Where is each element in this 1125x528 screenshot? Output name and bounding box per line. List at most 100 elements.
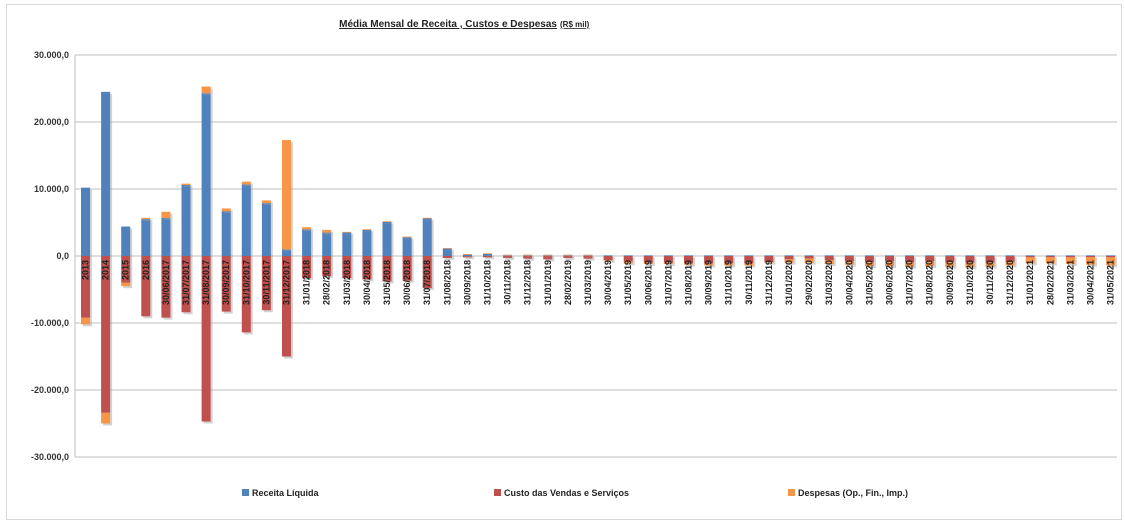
x-tick-label: 2013 bbox=[81, 260, 91, 280]
bar-shadow bbox=[585, 256, 595, 258]
bar bbox=[543, 255, 553, 256]
bar bbox=[121, 256, 131, 283]
bar bbox=[1025, 255, 1035, 256]
bar bbox=[362, 229, 372, 230]
x-tick-label: 28/02/2019 bbox=[563, 260, 573, 305]
bar bbox=[744, 255, 754, 256]
bar bbox=[462, 253, 472, 255]
bar bbox=[422, 218, 432, 256]
x-tick-label: 30/11/2019 bbox=[744, 260, 754, 305]
x-tick-label: 31/08/2020 bbox=[925, 260, 935, 305]
bar-shadow bbox=[525, 258, 535, 261]
bar-shadow bbox=[505, 258, 515, 261]
bar-shadow bbox=[324, 231, 334, 235]
x-tick-label: 30/09/2017 bbox=[221, 260, 231, 305]
y-tick-label: -10.000,0 bbox=[31, 318, 69, 328]
bar bbox=[402, 237, 412, 256]
bar bbox=[181, 256, 191, 313]
bar bbox=[1106, 257, 1116, 266]
bar bbox=[422, 217, 432, 219]
bar bbox=[523, 254, 533, 256]
y-tick-label: 30.000,0 bbox=[34, 50, 69, 60]
x-tick-label: 31/05/2020 bbox=[864, 260, 874, 305]
bar bbox=[302, 227, 312, 230]
bar bbox=[603, 256, 613, 261]
bar bbox=[1045, 257, 1055, 264]
bar bbox=[181, 183, 191, 185]
chart-svg: Média Mensal de Receita , Custos e Despe… bbox=[31, 19, 1118, 498]
x-tick-label: 2014 bbox=[101, 260, 111, 280]
bar bbox=[724, 255, 734, 256]
bar bbox=[1086, 255, 1095, 256]
legend-swatch bbox=[788, 489, 795, 496]
bar bbox=[1065, 257, 1075, 265]
x-tick-label: 31/03/2020 bbox=[824, 260, 834, 305]
bar bbox=[282, 249, 291, 256]
bar-shadow bbox=[404, 238, 414, 240]
bar bbox=[583, 254, 593, 256]
bar bbox=[362, 229, 372, 256]
bar bbox=[844, 255, 854, 256]
bar bbox=[583, 255, 593, 256]
bar bbox=[1045, 256, 1055, 258]
bar-shadow bbox=[143, 219, 153, 222]
x-tick-label: 31/08/2019 bbox=[684, 260, 694, 305]
bar-shadow bbox=[444, 258, 454, 261]
bar bbox=[764, 262, 774, 263]
bar bbox=[442, 248, 452, 256]
bar bbox=[864, 255, 874, 256]
bar bbox=[402, 256, 412, 281]
x-tick-label: 31/07/2020 bbox=[905, 260, 915, 305]
bar bbox=[684, 263, 693, 265]
bar bbox=[261, 200, 271, 204]
bar bbox=[925, 256, 935, 262]
bar bbox=[483, 256, 492, 258]
bar bbox=[844, 256, 854, 262]
bar bbox=[241, 256, 251, 333]
bar-shadow bbox=[726, 265, 736, 268]
bar-shadow bbox=[183, 185, 193, 187]
x-tick-label: 31/03/2019 bbox=[583, 260, 593, 305]
bar-shadow bbox=[786, 261, 796, 265]
y-tick-label: -30.000,0 bbox=[31, 452, 69, 462]
bar-shadow bbox=[384, 223, 394, 224]
bar bbox=[945, 255, 955, 256]
y-axis-ticks: 30.000,0 20.000,0 10.000,0 0,0 -10.000,0 -20.… bbox=[31, 50, 69, 462]
legend-label: Custo das Vendas e Serviços bbox=[504, 488, 629, 498]
bar bbox=[985, 255, 995, 256]
bar bbox=[302, 229, 312, 256]
bar bbox=[1005, 256, 1015, 263]
bar bbox=[885, 256, 894, 262]
bar-shadow bbox=[605, 262, 615, 263]
bar bbox=[342, 231, 352, 233]
x-tick-label: 31/12/2019 bbox=[764, 260, 774, 305]
bar bbox=[603, 255, 613, 256]
bar bbox=[1106, 256, 1116, 258]
bar bbox=[684, 256, 693, 264]
bar bbox=[844, 261, 854, 265]
x-tick-label: 30/09/2019 bbox=[704, 260, 714, 305]
bar bbox=[764, 255, 774, 256]
bar-shadow bbox=[565, 258, 575, 261]
bar bbox=[744, 263, 754, 266]
bar bbox=[945, 262, 955, 267]
bar-shadow bbox=[1007, 264, 1017, 268]
bar bbox=[1106, 255, 1116, 256]
bar bbox=[543, 254, 553, 256]
x-tick-label: 30/04/2018 bbox=[362, 260, 372, 305]
x-tick-label: 31/01/2020 bbox=[784, 260, 794, 305]
x-tick-label: 30/06/2018 bbox=[402, 260, 412, 305]
legend-label: Despesas (Op., Fin., Imp.) bbox=[798, 488, 908, 498]
x-tick-label: 30/11/2018 bbox=[503, 260, 513, 305]
bar bbox=[161, 256, 171, 318]
bar-shadow bbox=[444, 249, 454, 251]
bar-shadow bbox=[565, 256, 575, 258]
legend-label: Receita Líquida bbox=[252, 488, 320, 498]
bar bbox=[261, 256, 271, 311]
bar-shadow bbox=[424, 219, 434, 221]
bar bbox=[563, 256, 573, 259]
bar bbox=[1025, 256, 1035, 258]
x-tick-label: 30/11/2020 bbox=[985, 260, 995, 305]
bar-shadow bbox=[525, 256, 535, 258]
bar bbox=[101, 412, 111, 424]
